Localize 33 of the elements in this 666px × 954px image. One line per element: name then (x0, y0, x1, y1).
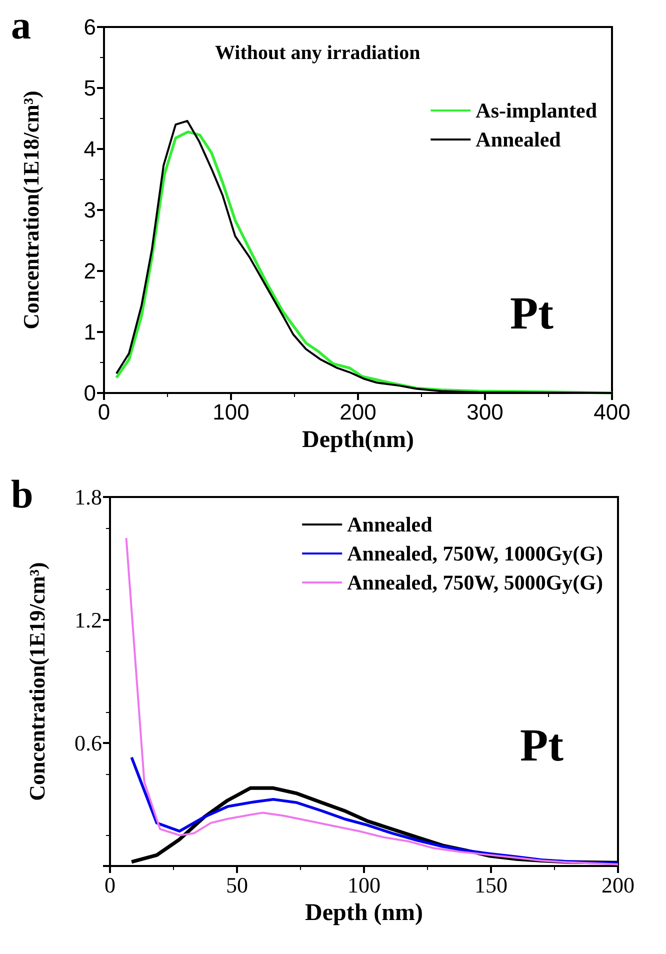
x-axis-title: Depth (nm) (305, 900, 423, 926)
y-tick-label: 0 (84, 380, 96, 406)
y-tick-label: 2 (84, 258, 96, 284)
chart-title: b (11, 472, 34, 516)
annotation: Pt (520, 720, 564, 770)
y-axis-title: Concentration(1E19/cm³) (24, 562, 50, 801)
y-tick-label: 1.2 (74, 608, 102, 632)
x-tick-label: 100 (212, 400, 250, 424)
y-tick-label: 1.8 (74, 484, 102, 510)
annotation: Pt (510, 288, 554, 338)
x-tick-label: 100 (348, 872, 380, 898)
legend-label: As-implanted (476, 98, 598, 122)
x-tick-label: 400 (594, 400, 630, 424)
annotation: Without any irradiation (215, 42, 420, 64)
y-tick-label: 1 (84, 320, 96, 344)
legend-label: Annealed, 750W, 1000Gy(G) (347, 542, 604, 566)
y-tick-label: 3 (84, 198, 96, 222)
x-tick-label: 150 (474, 872, 508, 898)
y-tick-label: 0.6 (74, 730, 102, 756)
x-tick-label: 300 (466, 400, 504, 424)
y-axis-title: Concentration(1E18/cm³) (18, 90, 44, 330)
x-axis-title: Depth(nm) (302, 426, 414, 453)
legend-label: Annealed, 750W, 5000Gy(G) (347, 570, 604, 594)
y-tick-label: 6 (84, 14, 96, 40)
chart-title: a (11, 2, 31, 48)
legend-label: Annealed (476, 128, 562, 152)
x-tick-label: 50 (226, 872, 248, 898)
line-series (125, 537, 619, 866)
y-tick-label: 4 (84, 136, 96, 162)
x-tick-label: 200 (340, 400, 376, 424)
x-tick-label: 200 (602, 872, 634, 898)
y-tick-label: 5 (84, 76, 96, 100)
legend-label: Annealed (347, 512, 433, 536)
